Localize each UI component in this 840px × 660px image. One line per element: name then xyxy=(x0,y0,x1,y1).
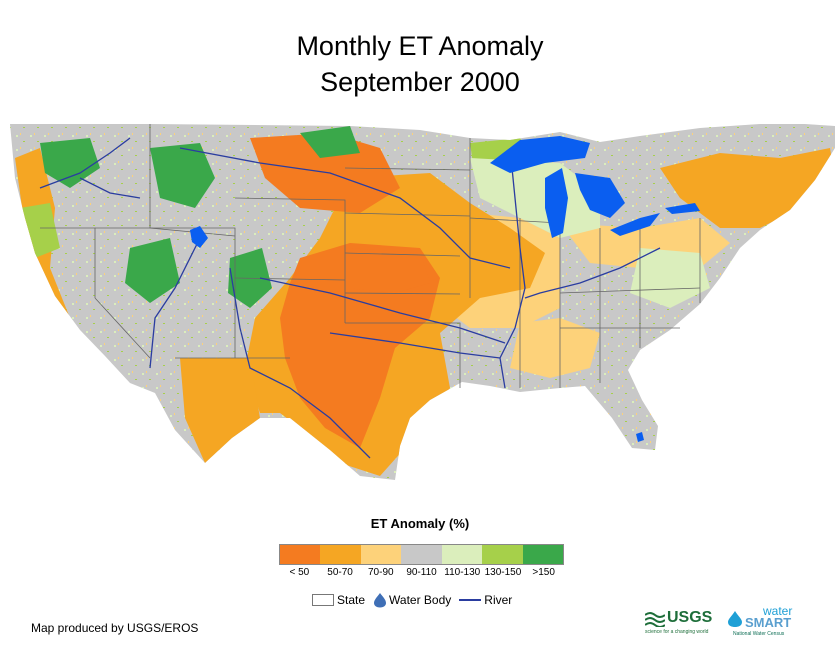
legend-swatch xyxy=(320,545,361,564)
legend-swatch xyxy=(522,545,563,564)
water-drop-icon xyxy=(374,593,387,608)
legend-swatch xyxy=(401,545,442,564)
legend-swatch xyxy=(482,545,523,564)
river-snake xyxy=(79,177,141,199)
lake-michigan xyxy=(545,168,568,238)
legend-label: >150 xyxy=(532,567,555,578)
river-ohio xyxy=(524,247,661,299)
watersmart-logo: water SMART National Water Census xyxy=(727,604,811,638)
anomaly-under-50-core xyxy=(280,243,440,448)
state-boundaries xyxy=(40,124,701,388)
legend-swatch xyxy=(441,545,483,564)
legend-label: < 50 xyxy=(289,567,310,578)
anomaly-50-70-great-lakes xyxy=(660,148,835,228)
anomaly-over-150-rockies xyxy=(150,143,215,208)
legend-label: 90-110 xyxy=(406,567,437,578)
symbol-water-body: Water Body xyxy=(373,592,451,608)
river-columbia xyxy=(39,137,131,189)
anomaly-under-50-dakotas xyxy=(250,133,400,213)
usgs-logo: USGS science for a changing world xyxy=(645,607,725,637)
anomaly-70-90-southeast xyxy=(510,318,600,378)
river-colorado xyxy=(149,237,201,369)
legend-label: 130-150 xyxy=(484,567,522,578)
legend-label: 70-90 xyxy=(368,567,394,578)
anomaly-50-70-southwest xyxy=(180,358,260,463)
river-missouri xyxy=(179,147,511,269)
watersmart-logo-bottom: SMART xyxy=(745,615,792,630)
anomaly-over-150-utah xyxy=(125,238,180,303)
water-drop-icon xyxy=(728,611,742,627)
rivers xyxy=(39,137,661,459)
legend-title: ET Anomaly (%) xyxy=(370,516,470,531)
legend-color-bar xyxy=(279,544,564,565)
symbol-state: State xyxy=(312,593,365,607)
anomaly-110-130-east xyxy=(630,248,710,308)
map-credit: Map produced by USGS/EROS xyxy=(31,621,199,635)
river-arkansas xyxy=(259,277,506,344)
lake-ontario xyxy=(665,203,700,214)
anomaly-130-150-west xyxy=(20,203,60,258)
lake-huron xyxy=(575,173,625,218)
water-bodies xyxy=(190,136,700,442)
anomaly-over-150-northwest xyxy=(40,138,100,188)
map-title: Monthly ET Anomaly xyxy=(296,31,544,61)
symbol-state-label: State xyxy=(337,593,366,607)
usgs-logo-text: USGS xyxy=(667,609,713,626)
map-subtitle: September 2000 xyxy=(320,67,520,97)
legend-swatch xyxy=(280,545,321,564)
symbol-river: River xyxy=(459,593,512,607)
lake-okeechobee xyxy=(636,432,644,442)
symbol-water-body-label: Water Body xyxy=(389,593,452,607)
legend-swatch xyxy=(360,545,402,564)
watersmart-logo-top: water xyxy=(763,604,793,618)
symbol-river-label: River xyxy=(484,593,513,607)
great-salt-lake xyxy=(190,226,208,248)
legend-labels: < 50 50-70 70-90 90-110 110-130 130-150 … xyxy=(279,567,564,581)
symbol-legend: State Water Body River xyxy=(312,591,520,609)
state-outline-icon xyxy=(312,594,334,606)
watersmart-tagline: National Water Census xyxy=(733,631,785,637)
legend-label: 50-70 xyxy=(327,567,353,578)
river-rio-grande xyxy=(229,267,371,459)
river-line-icon xyxy=(459,599,482,601)
et-anomaly-map xyxy=(10,124,835,480)
lake-erie xyxy=(610,213,660,236)
usgs-tagline: science for a changing world xyxy=(645,629,709,635)
legend-label: 110-130 xyxy=(444,567,481,578)
anomaly-over-150-north xyxy=(300,126,360,158)
anomaly-110-130-midwest xyxy=(470,158,600,238)
anomaly-under-50-kansas xyxy=(345,248,430,293)
river-red xyxy=(329,332,501,359)
usgs-wave-icon xyxy=(645,612,665,627)
lake-superior xyxy=(490,136,590,173)
